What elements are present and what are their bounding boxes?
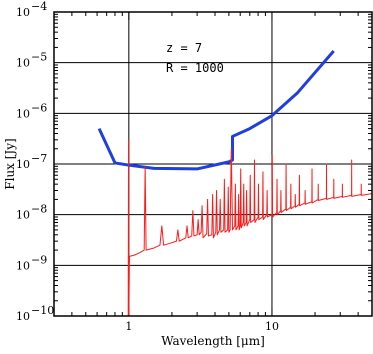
y-tick-label-4: 10 — [16, 107, 30, 120]
series-line-1 — [127, 139, 372, 316]
plot-frame — [53, 11, 373, 317]
y-tick-exponent-3: −7 — [31, 152, 47, 165]
y-axis-label: Flux [Jy] — [3, 138, 17, 189]
y-tick-label-5: 10 — [16, 57, 30, 70]
series-layer — [97, 50, 372, 316]
x-tick-label-1: 10 — [265, 320, 279, 333]
annotations: z = 7 R = 1000 — [166, 41, 224, 75]
annotation-0: z = 7 — [166, 41, 202, 55]
x-axis-label: Wavelength [μm] — [161, 334, 265, 348]
y-tick-exponent-2: −8 — [31, 203, 47, 216]
y-tick-label-6: 10 — [16, 6, 30, 19]
y-tick-label-2: 10 — [16, 209, 30, 222]
x-tick-label-0: 1 — [125, 320, 132, 333]
y-tick-exponent-0: −10 — [31, 304, 54, 317]
annotation-1: R = 1000 — [166, 61, 224, 75]
y-tick-exponent-4: −6 — [31, 101, 47, 114]
y-tick-exponent-1: −9 — [31, 253, 47, 266]
y-tick-label-3: 10 — [16, 158, 30, 171]
y-tick-label-1: 10 — [16, 259, 30, 272]
y-tick-exponent-5: −5 — [31, 51, 47, 64]
y-tick-label-0: 10 — [16, 310, 30, 323]
y-tick-exponent-6: −4 — [31, 0, 47, 13]
x-tick-labels: 1 10 — [125, 320, 279, 333]
